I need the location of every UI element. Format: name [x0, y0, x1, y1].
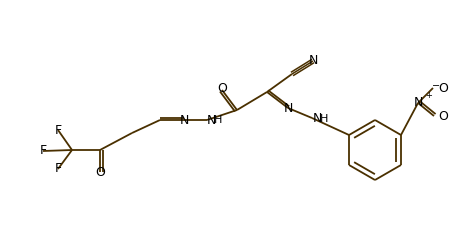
Text: O: O — [95, 166, 105, 180]
Text: N: N — [313, 112, 322, 125]
Text: +: + — [425, 92, 432, 101]
Text: O: O — [217, 82, 227, 95]
Text: N: N — [283, 101, 293, 114]
Text: O: O — [438, 109, 448, 123]
Text: H: H — [320, 114, 328, 124]
Text: N: N — [179, 114, 189, 126]
Text: N: N — [207, 114, 217, 126]
Text: O: O — [438, 82, 448, 95]
Text: F: F — [54, 123, 62, 136]
Text: −: − — [432, 81, 440, 91]
Text: N: N — [413, 96, 423, 109]
Text: F: F — [54, 163, 62, 175]
Text: H: H — [214, 115, 222, 125]
Text: N: N — [308, 55, 318, 68]
Text: F: F — [39, 144, 47, 158]
